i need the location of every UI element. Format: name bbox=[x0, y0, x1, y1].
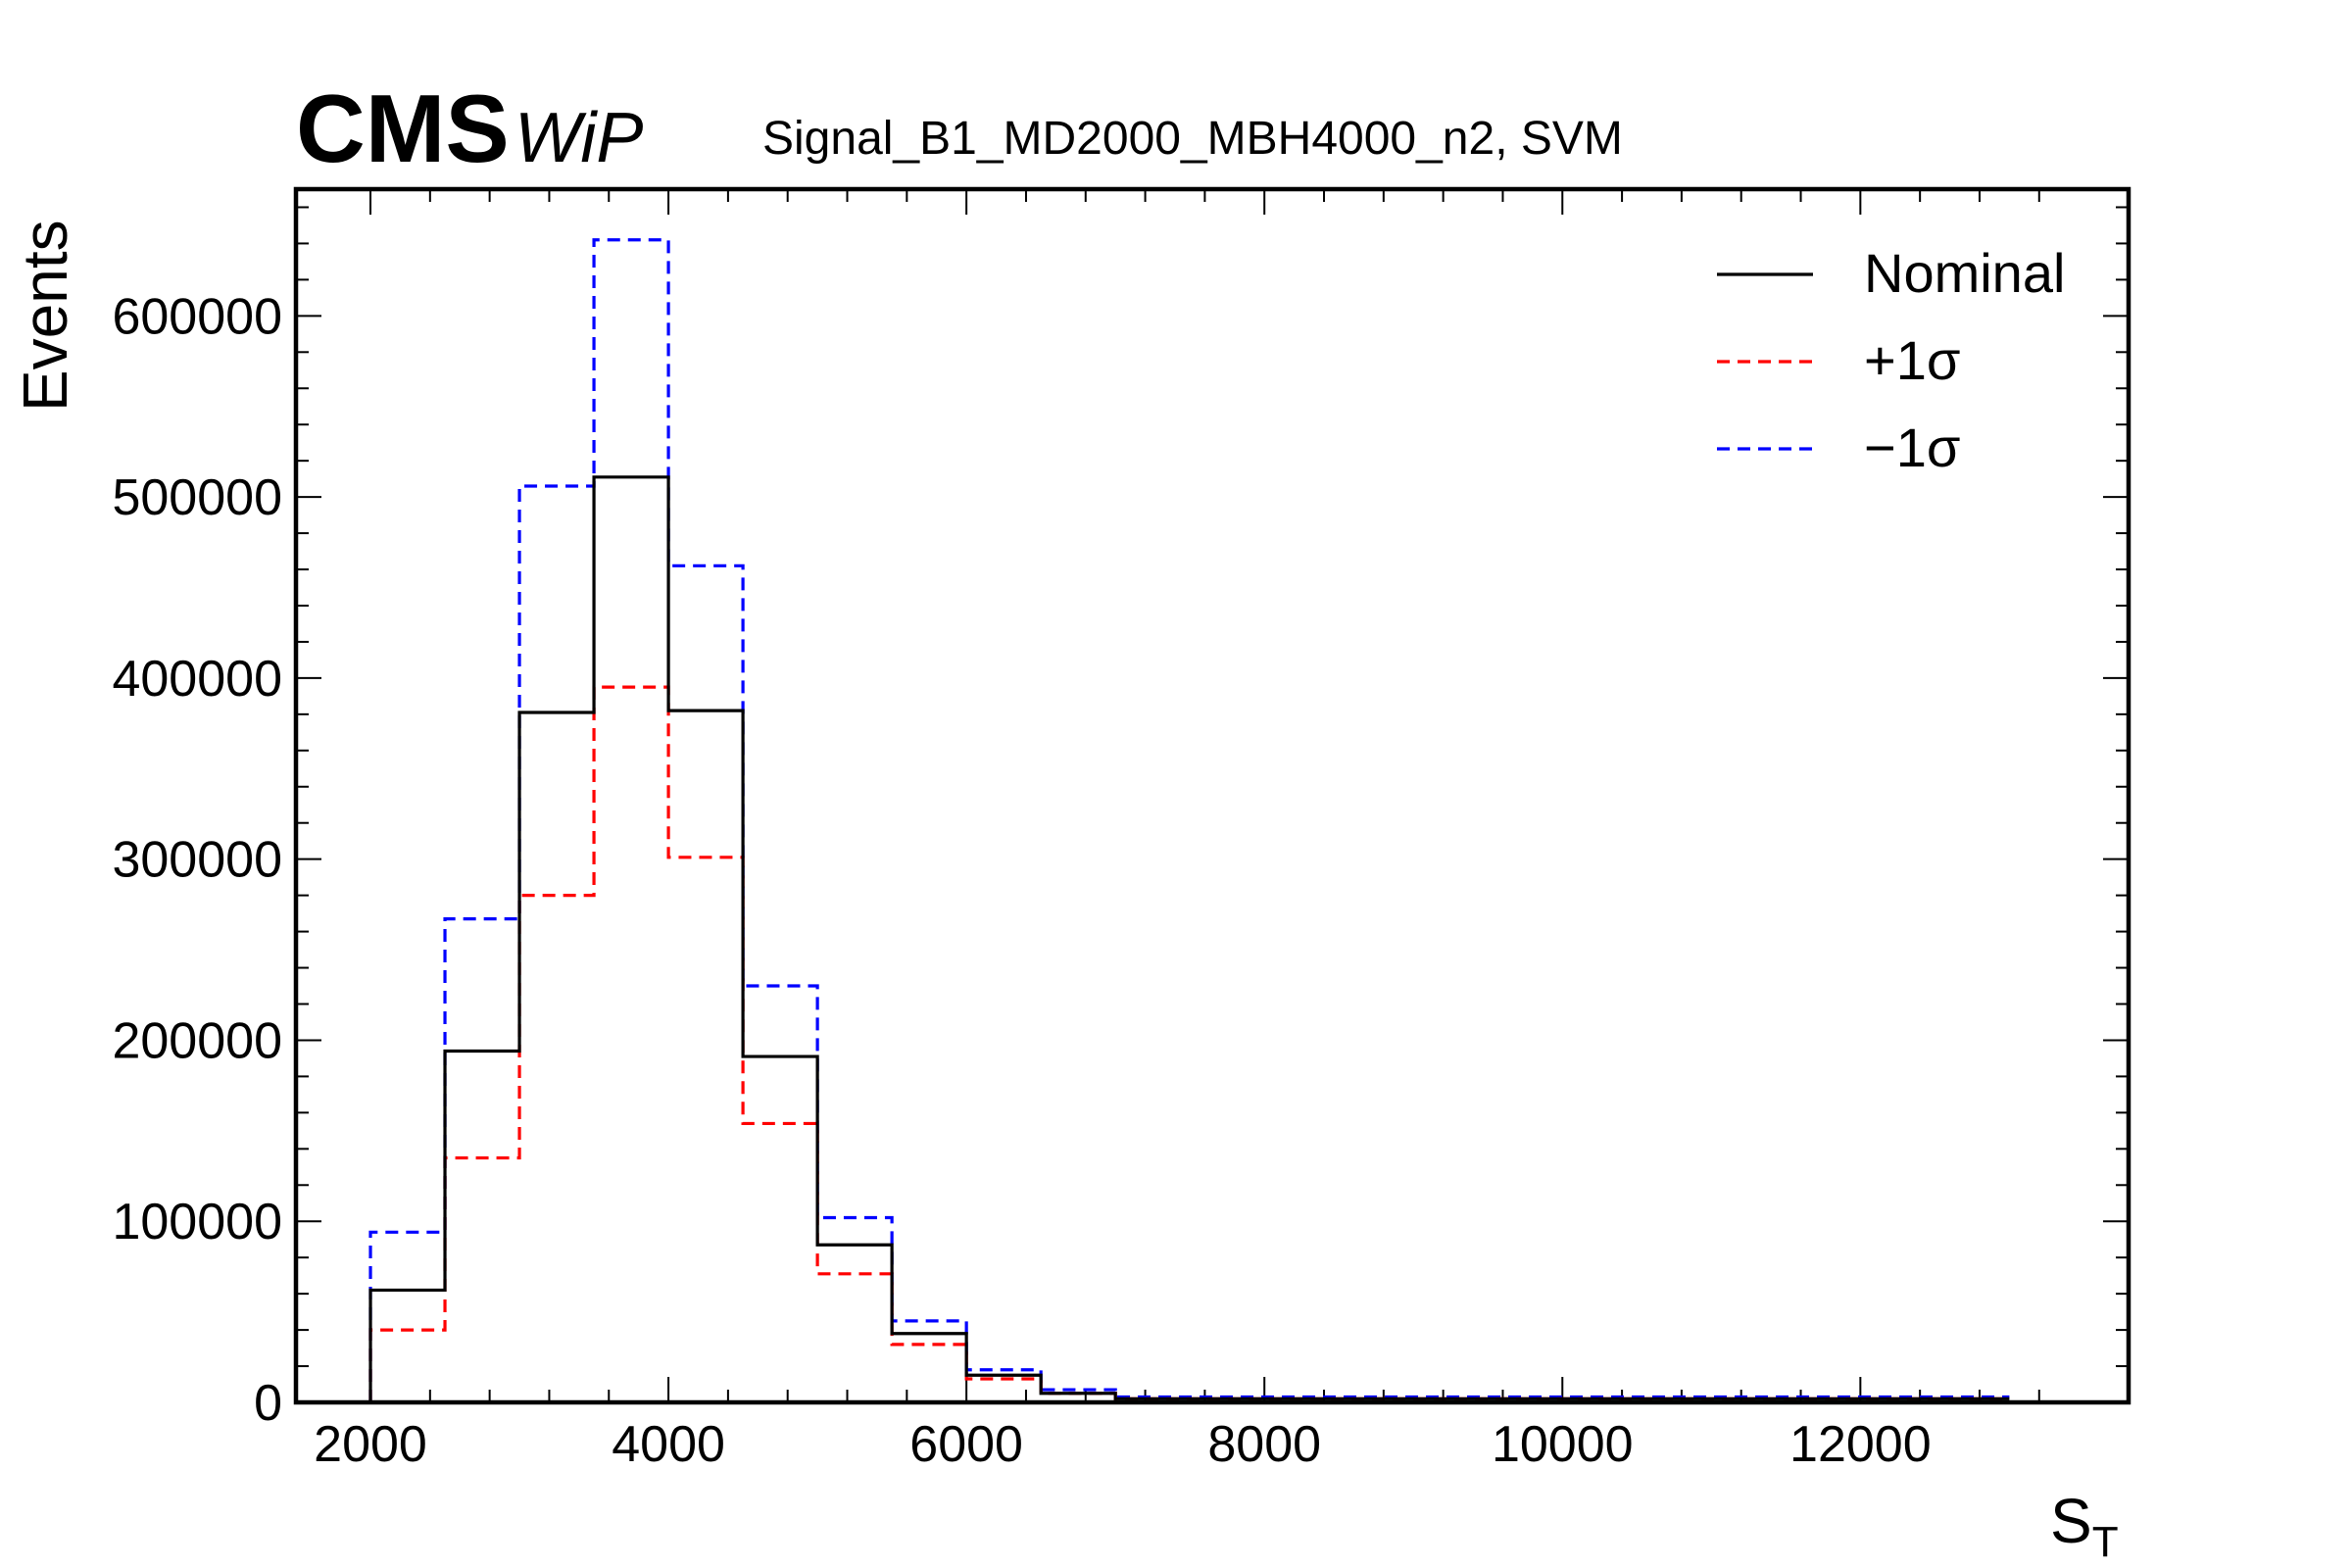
y-tick-label: 600000 bbox=[112, 288, 282, 345]
y-tick-label: 400000 bbox=[112, 651, 282, 708]
status-label: WiP bbox=[514, 99, 643, 177]
x-tick-label: 2000 bbox=[314, 1416, 427, 1473]
series-1-step-line bbox=[368, 685, 2010, 1402]
y-tick-label: 300000 bbox=[112, 832, 282, 889]
axis-ticks bbox=[296, 189, 2129, 1403]
x-tick-label: 6000 bbox=[909, 1416, 1023, 1473]
x-tick-label: 8000 bbox=[1207, 1416, 1321, 1473]
y-axis-label: Events bbox=[10, 220, 80, 412]
series-0-step-line bbox=[368, 475, 2010, 1402]
legend-label: +1σ bbox=[1864, 329, 1960, 391]
legend-label: −1σ bbox=[1864, 416, 1960, 478]
x-tick-label: 12000 bbox=[1789, 1416, 1932, 1473]
y-tick-label: 0 bbox=[254, 1375, 282, 1432]
x-axis-label-sub: T bbox=[2092, 1518, 2119, 1566]
x-axis-label-main: S bbox=[2050, 1486, 2092, 1556]
x-axis-label: ST bbox=[2050, 1486, 2119, 1566]
plot-frame bbox=[293, 186, 2132, 1405]
x-tick-label: 10000 bbox=[1492, 1416, 1634, 1473]
y-tick-label: 100000 bbox=[112, 1194, 282, 1250]
plot-subtitle: Signal_B1_MD2000_MBH4000_n2, SVM bbox=[762, 113, 1623, 165]
x-tick-label: 4000 bbox=[612, 1416, 725, 1473]
y-tick-label: 500000 bbox=[112, 469, 282, 526]
series-2-step-line bbox=[368, 238, 2010, 1402]
cms-label: CMS bbox=[296, 74, 510, 182]
legend: Nominal +1σ −1σ bbox=[1717, 242, 2065, 478]
histogram-series bbox=[368, 238, 2010, 1402]
legend-label: Nominal bbox=[1864, 242, 2065, 304]
y-tick-label: 200000 bbox=[112, 1012, 282, 1069]
tick-labels: 2000 4000 6000 8000 10000 12000 0 100000 200000 3… bbox=[112, 288, 1931, 1473]
